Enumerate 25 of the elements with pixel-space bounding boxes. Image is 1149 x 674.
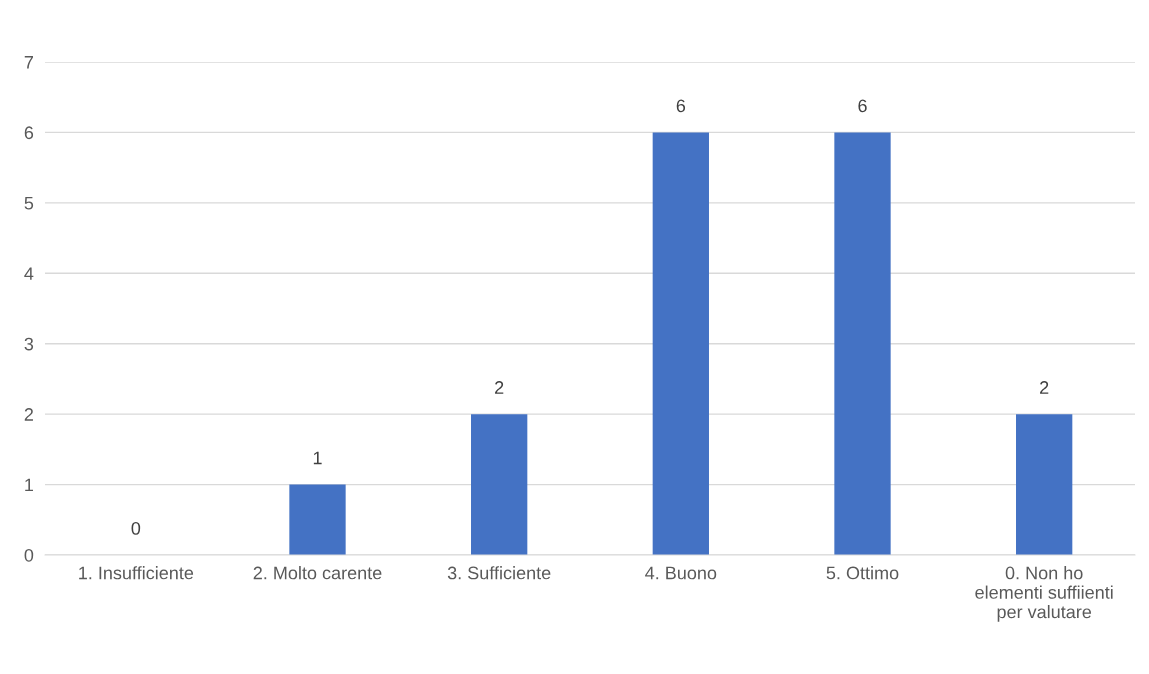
bar (471, 414, 528, 555)
y-tick-label: 3 (24, 337, 34, 351)
x-tick-label: 1. Insufficiente (79, 566, 194, 580)
x-tick-label: 2. Molto carente (253, 566, 382, 580)
data-label: 0 (131, 521, 141, 535)
y-tick-label: 0 (24, 548, 34, 562)
bar (1016, 414, 1073, 555)
bar (652, 132, 709, 555)
bar (834, 132, 891, 555)
data-label: 6 (676, 99, 686, 113)
y-tick-label: 1 (25, 478, 34, 492)
y-tick-label: 7 (24, 56, 33, 69)
y-tick-label: 4 (24, 267, 34, 280)
x-tick-label: 0. Non ho elementi suffiienti per valutare (975, 566, 1113, 622)
x-tick-label: 4. Buono (645, 566, 717, 580)
data-label: 2 (495, 381, 504, 394)
x-tick-label: 5. Ottimo (826, 566, 899, 580)
bar (289, 484, 346, 555)
data-label: 1 (313, 451, 322, 465)
y-tick-label: 6 (24, 126, 34, 140)
data-label: 6 (858, 99, 867, 113)
x-tick-label: 3. Sufficiente (447, 566, 551, 580)
y-tick-label: 5 (24, 196, 34, 210)
y-tick-label: 2 (24, 408, 33, 421)
data-label: 2 (1040, 381, 1049, 394)
